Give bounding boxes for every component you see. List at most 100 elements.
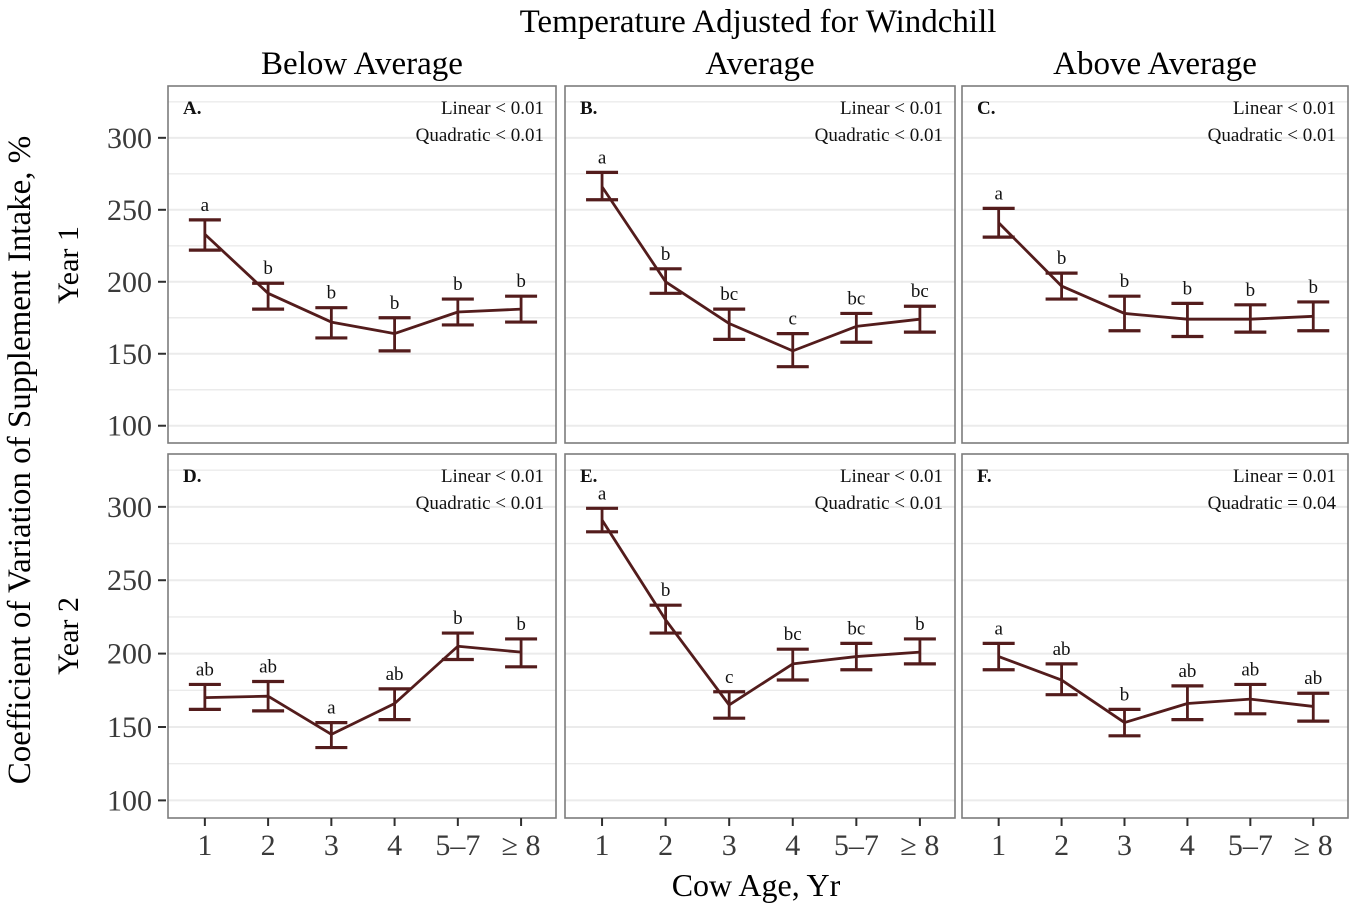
x-tick-label: 5–7 bbox=[1228, 829, 1273, 862]
error-bar bbox=[252, 679, 285, 713]
y-tick-label: 250 bbox=[107, 564, 152, 597]
stats-text: Quadratic < 0.01 bbox=[815, 493, 943, 514]
sig-letter: b bbox=[516, 271, 526, 292]
x-tick-label: 1 bbox=[991, 829, 1006, 862]
sig-letter: a bbox=[201, 195, 210, 216]
sig-letter: ab bbox=[1178, 661, 1196, 682]
error-bar bbox=[188, 682, 221, 711]
error-bar bbox=[315, 306, 348, 340]
error-bar bbox=[1297, 691, 1330, 723]
column-header-below-average: Below Average bbox=[261, 46, 463, 82]
stats-text: Linear < 0.01 bbox=[840, 98, 943, 119]
panel-border bbox=[167, 85, 557, 444]
column-header-average: Average bbox=[705, 46, 814, 82]
error-bar bbox=[649, 603, 682, 635]
x-tick-label: 1 bbox=[595, 829, 610, 862]
error-bar bbox=[840, 311, 873, 344]
gridlines bbox=[962, 101, 1348, 427]
sig-letter: ab bbox=[1053, 639, 1071, 660]
error-bar bbox=[1045, 662, 1078, 697]
gridlines bbox=[565, 101, 955, 427]
panel-d: ab ab a ab b b D. Linear < 0.01 Quadratic < 0.01… bbox=[167, 453, 557, 862]
sig-letter: b bbox=[1246, 280, 1256, 301]
panel-label: D. bbox=[183, 466, 201, 487]
error-bar bbox=[315, 720, 348, 750]
series-line bbox=[600, 185, 921, 353]
error-bar bbox=[1297, 300, 1330, 333]
sig-letter: c bbox=[725, 667, 733, 688]
sig-letter: b bbox=[453, 608, 463, 629]
sig-letter: b bbox=[516, 614, 526, 635]
stats-text: Linear < 0.01 bbox=[441, 466, 544, 487]
panel-border bbox=[961, 453, 1349, 819]
sig-letter: bc bbox=[847, 618, 865, 639]
gridlines bbox=[168, 469, 556, 802]
row-label-year-2: Year 2 bbox=[52, 597, 85, 675]
x-tick-label: 2 bbox=[1054, 829, 1069, 862]
error-bar bbox=[776, 331, 809, 369]
sig-letter: b bbox=[263, 258, 273, 279]
error-bar bbox=[776, 647, 809, 682]
error-bar bbox=[505, 294, 538, 324]
error-bar bbox=[903, 304, 936, 334]
sig-letter: b bbox=[1120, 684, 1130, 705]
y-axis-title: Coefficient of Variation of Supplement I… bbox=[2, 136, 38, 785]
y-tick-label: 300 bbox=[107, 122, 152, 155]
error-bar bbox=[713, 307, 746, 341]
sig-letter: ab bbox=[196, 659, 214, 680]
error-bar bbox=[441, 297, 474, 327]
sig-letter: bc bbox=[847, 288, 865, 309]
stats-text: Quadratic < 0.01 bbox=[815, 125, 943, 146]
panel-f: a ab b ab ab ab F. Linear = 0.01 Quadratic = 0.0… bbox=[961, 453, 1349, 862]
x-tick-label: 1 bbox=[197, 829, 212, 862]
panel-label: C. bbox=[977, 98, 995, 119]
figure-title: Temperature Adjusted for Windchill bbox=[520, 4, 997, 40]
error-bar bbox=[982, 206, 1015, 239]
gridlines bbox=[962, 469, 1348, 802]
error-bar bbox=[713, 690, 746, 720]
sig-letter: b bbox=[1057, 248, 1067, 269]
sig-letter: a bbox=[994, 618, 1003, 639]
panel-a: a b b b b b A. Linear < 0.01 Quadratic < 0.01 bbox=[167, 85, 557, 444]
error-bar bbox=[1234, 682, 1267, 716]
x-tick-label: 3 bbox=[1117, 829, 1132, 862]
sig-letter: bc bbox=[784, 624, 802, 645]
error-bar bbox=[505, 637, 538, 669]
x-axis-title: Cow Age, Yr bbox=[672, 867, 841, 903]
error-bar bbox=[903, 637, 936, 666]
error-bar bbox=[1108, 707, 1141, 738]
panel-border bbox=[167, 453, 557, 819]
axis-ticks-layer: 300 250 200 150 100 300 250 200 150 100 bbox=[107, 122, 166, 817]
sig-letter: b bbox=[1120, 271, 1130, 292]
error-bar bbox=[378, 316, 411, 353]
series-line bbox=[204, 644, 522, 736]
panel-label: E. bbox=[580, 466, 597, 487]
stats-text: Linear = 0.01 bbox=[1233, 466, 1336, 487]
x-tick-label: ≥ 8 bbox=[502, 829, 541, 862]
gridlines bbox=[565, 469, 955, 802]
series-line bbox=[600, 519, 920, 707]
panel-label: A. bbox=[183, 98, 201, 119]
stats-text: Quadratic < 0.01 bbox=[1208, 125, 1336, 146]
stats-text: Linear < 0.01 bbox=[441, 98, 544, 119]
sig-letter: bc bbox=[911, 281, 929, 302]
error-bar bbox=[378, 687, 411, 722]
panel-border bbox=[564, 453, 956, 819]
x-tick-label: ≥ 8 bbox=[1294, 829, 1333, 862]
error-bar bbox=[1171, 301, 1204, 339]
y-tick-label: 200 bbox=[107, 266, 152, 299]
series-line bbox=[998, 655, 1314, 724]
sig-letter: b bbox=[327, 283, 337, 304]
sig-letter: b bbox=[1309, 277, 1319, 298]
sig-letter: b bbox=[390, 293, 400, 314]
sig-letter: b bbox=[453, 274, 463, 295]
sig-letter: ab bbox=[386, 664, 404, 685]
panel-b: a b bc c bc bc B. Linear < 0.01 Quadratic < 0.01 bbox=[564, 85, 956, 444]
error-bar bbox=[1045, 271, 1078, 301]
x-tick-label: 2 bbox=[658, 829, 673, 862]
sig-letter: b bbox=[1183, 278, 1193, 299]
panel-border bbox=[564, 85, 956, 444]
